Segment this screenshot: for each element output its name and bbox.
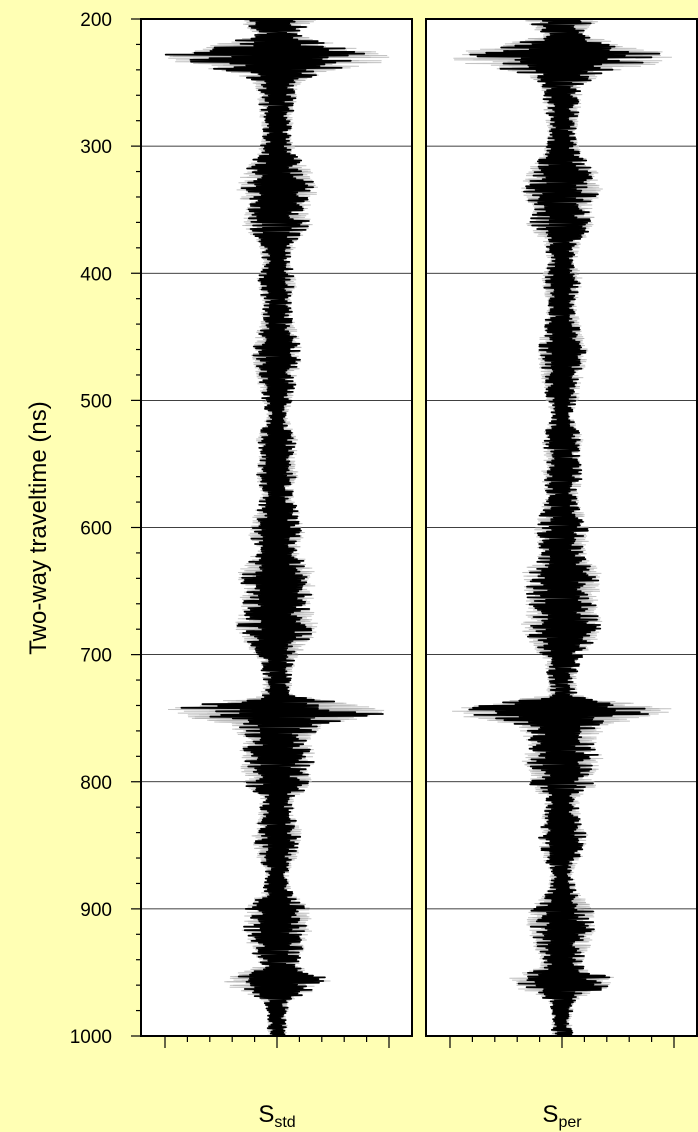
panel-label-per-sub: per [558, 1114, 582, 1131]
panel-per [425, 18, 698, 1048]
panel-std [131, 18, 413, 1048]
y-tick-label: 700 [80, 646, 112, 667]
y-axis-label: Two-way traveltime (ns) [25, 401, 52, 654]
panel-label-std-main: S [258, 1101, 274, 1128]
y-tick-label: 800 [80, 773, 112, 794]
y-tick-label: 400 [80, 264, 112, 285]
panel-label-per-main: S [542, 1101, 558, 1128]
panel-label-std: Sstd [258, 1101, 295, 1131]
y-tick-label: 200 [80, 10, 112, 31]
y-tick-label: 300 [80, 137, 112, 158]
seismic-trace [164, 18, 384, 1037]
seismic-trace [468, 18, 661, 1037]
y-tick-label: 500 [80, 391, 112, 412]
y-axis: 200 300 400 500 600 700 800 900 1000 [70, 10, 112, 1048]
panel-label-std-sub: std [274, 1114, 295, 1131]
panel-label-per: Sper [542, 1101, 582, 1131]
y-tick-label: 1000 [70, 1027, 112, 1048]
y-tick-label: 900 [80, 900, 112, 921]
y-tick-label: 600 [80, 519, 112, 540]
